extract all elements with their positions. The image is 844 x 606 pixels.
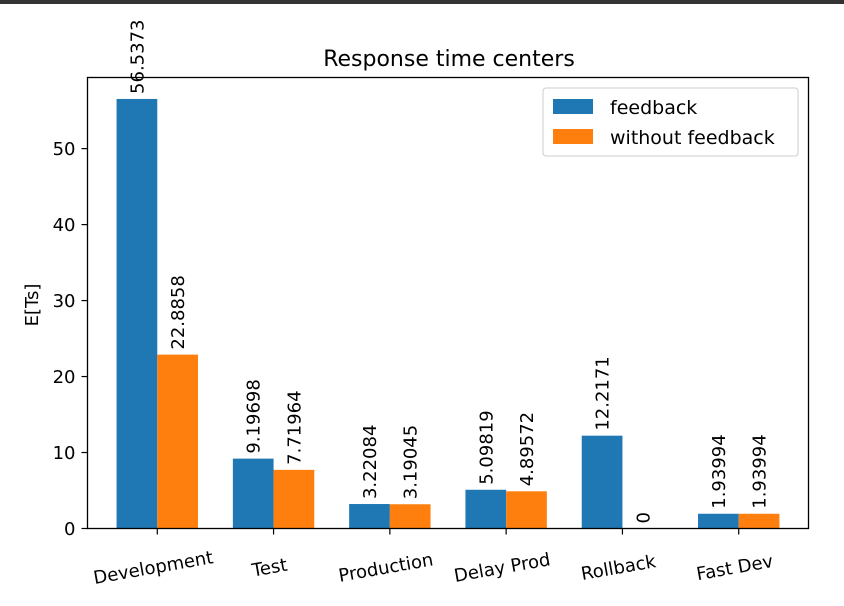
window-top-border <box>0 0 844 4</box>
value-labels-group: 56.5373 9.19698 3.22084 5.09819 12.2171 1.939… <box>127 20 770 524</box>
bar-feedback-test <box>232 458 274 529</box>
x-tick-label-rollback: Rollback <box>579 551 658 585</box>
x-tick-label-test: Test <box>249 555 289 582</box>
x-tick-label-development: Development <box>92 547 215 589</box>
legend-box <box>542 87 799 157</box>
value-label-without-feedback-rollback: 0 <box>633 512 654 523</box>
bars-group <box>116 98 780 529</box>
bar-without-feedback-test <box>273 469 315 529</box>
y-axis: 0 10 20 30 40 50 <box>53 139 88 540</box>
x-axis: Development Test Production Delay Prod Rollb… <box>92 528 775 589</box>
legend-label-feedback: feedback <box>610 97 697 119</box>
legend-label-without-feedback: without feedback <box>610 127 775 149</box>
value-label-without-feedback-production: 3.19045 <box>401 425 422 499</box>
x-tick-label-delay-prod: Delay Prod <box>452 549 551 587</box>
y-tick-label: 20 <box>53 367 76 388</box>
y-tick-label: 10 <box>53 443 76 464</box>
legend-swatch-without-feedback <box>553 129 593 144</box>
x-tick-label-production: Production <box>337 549 435 586</box>
bar-feedback-rollback <box>581 435 623 529</box>
value-label-without-feedback-development: 22.8858 <box>168 275 189 349</box>
bar-feedback-production <box>349 504 390 529</box>
x-tick-label-fast-dev: Fast Dev <box>695 551 775 585</box>
bar-feedback-development <box>116 98 158 529</box>
value-label-without-feedback-test: 7.71964 <box>284 390 305 464</box>
bar-without-feedback-fast-dev <box>738 513 780 529</box>
value-label-feedback-fast-dev: 1.93994 <box>709 434 730 508</box>
value-label-feedback-test: 9.19698 <box>244 379 265 453</box>
y-tick-label: 0 <box>64 519 75 540</box>
bar-without-feedback-production <box>389 504 431 529</box>
value-label-feedback-delay-prod: 5.09819 <box>476 410 497 484</box>
y-tick-label: 30 <box>53 291 76 312</box>
legend-swatch-feedback <box>553 99 593 114</box>
value-label-without-feedback-fast-dev: 1.93994 <box>750 434 771 508</box>
y-tick-label: 40 <box>53 215 76 236</box>
value-label-feedback-production: 3.22084 <box>360 425 381 499</box>
plot-area-frame <box>86 76 810 530</box>
y-tick-label: 50 <box>53 139 76 160</box>
bar-without-feedback-development <box>157 354 198 529</box>
value-label-without-feedback-delay-prod: 4.89572 <box>517 412 538 486</box>
legend: feedback without feedback <box>542 87 799 157</box>
chart-title: Response time centers <box>323 47 575 72</box>
y-axis-label: E[Ts] <box>22 284 43 327</box>
bar-without-feedback-delay-prod <box>506 491 547 529</box>
bar-feedback-delay-prod <box>465 489 507 529</box>
value-label-feedback-development: 56.5373 <box>127 20 148 94</box>
bar-feedback-fast-dev <box>698 513 739 529</box>
value-label-feedback-rollback: 12.2171 <box>593 356 614 430</box>
